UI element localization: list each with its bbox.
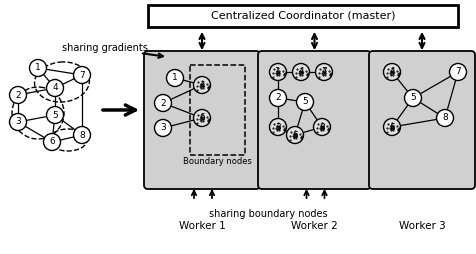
- Text: 8: 8: [79, 131, 85, 139]
- Text: 3: 3: [15, 118, 21, 126]
- Text: 5: 5: [410, 93, 416, 103]
- Circle shape: [73, 67, 90, 84]
- FancyBboxPatch shape: [148, 5, 458, 27]
- Text: sharing gradients: sharing gradients: [62, 43, 148, 53]
- Circle shape: [43, 134, 60, 151]
- Circle shape: [314, 119, 330, 135]
- Text: 8: 8: [442, 114, 448, 122]
- Circle shape: [73, 126, 90, 144]
- Text: Centralized Coordinator (master): Centralized Coordinator (master): [211, 11, 395, 21]
- Text: 1: 1: [172, 73, 178, 83]
- Text: 4: 4: [199, 81, 205, 89]
- Circle shape: [436, 109, 454, 126]
- Bar: [190, 65, 245, 155]
- FancyBboxPatch shape: [144, 51, 260, 189]
- Text: 4: 4: [298, 68, 304, 76]
- Text: 7: 7: [321, 68, 327, 76]
- Text: 1: 1: [275, 68, 281, 76]
- Text: 6: 6: [49, 137, 55, 147]
- Circle shape: [384, 64, 400, 81]
- Text: 2: 2: [160, 99, 166, 107]
- Circle shape: [194, 76, 210, 93]
- Circle shape: [155, 119, 171, 136]
- Text: 8: 8: [319, 122, 325, 132]
- Circle shape: [47, 80, 63, 97]
- Text: sharing boundary nodes: sharing boundary nodes: [209, 209, 327, 219]
- Text: Worker 2: Worker 2: [291, 221, 338, 231]
- Text: 6: 6: [389, 122, 395, 132]
- Circle shape: [269, 119, 287, 135]
- Text: 1: 1: [35, 64, 41, 72]
- Text: Worker 3: Worker 3: [398, 221, 446, 231]
- Text: 3: 3: [160, 123, 166, 133]
- Text: 2: 2: [275, 93, 281, 103]
- Circle shape: [287, 126, 304, 144]
- Text: 5: 5: [302, 98, 308, 106]
- Circle shape: [47, 106, 63, 123]
- Text: 7: 7: [455, 68, 461, 76]
- Circle shape: [155, 94, 171, 112]
- Circle shape: [10, 87, 27, 103]
- Circle shape: [167, 70, 184, 87]
- Text: 6: 6: [292, 131, 298, 139]
- Circle shape: [316, 64, 333, 81]
- Circle shape: [194, 109, 210, 126]
- Text: Boundary nodes: Boundary nodes: [183, 157, 252, 166]
- Text: 3: 3: [275, 122, 281, 132]
- Text: 7: 7: [79, 71, 85, 80]
- Text: 6: 6: [199, 114, 205, 122]
- Text: 2: 2: [15, 90, 21, 100]
- Text: 4: 4: [52, 84, 58, 92]
- FancyBboxPatch shape: [258, 51, 371, 189]
- Circle shape: [292, 64, 309, 81]
- Circle shape: [10, 114, 27, 131]
- Text: Worker 1: Worker 1: [178, 221, 225, 231]
- Circle shape: [297, 93, 314, 110]
- Circle shape: [384, 119, 400, 135]
- Circle shape: [405, 89, 422, 106]
- Circle shape: [30, 59, 47, 76]
- Circle shape: [269, 89, 287, 106]
- Circle shape: [269, 64, 287, 81]
- Circle shape: [449, 64, 466, 81]
- FancyBboxPatch shape: [369, 51, 475, 189]
- Text: 5: 5: [52, 110, 58, 119]
- Text: 4: 4: [389, 68, 395, 76]
